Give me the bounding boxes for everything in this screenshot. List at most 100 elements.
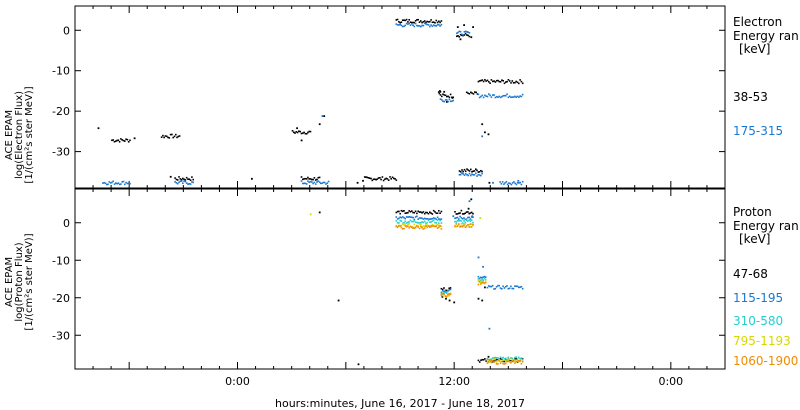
proton-series-115-195-point bbox=[510, 285, 512, 288]
electron-series-38-53-point bbox=[484, 79, 486, 81]
proton-series-1060-1900-point bbox=[408, 226, 410, 229]
electron-series-38-53-point bbox=[362, 179, 364, 182]
electron-series-38-53-point bbox=[495, 79, 498, 82]
proton-series-310-580-point bbox=[414, 221, 417, 223]
electron-series-175-315-point bbox=[490, 96, 493, 98]
proton-series-115-195-point bbox=[436, 216, 439, 219]
proton-series-115-195-point bbox=[432, 217, 435, 219]
proton-series-1060-1900-point bbox=[494, 360, 497, 362]
proton-series-115-195-point bbox=[420, 217, 422, 219]
proton-series-795-1193-point bbox=[425, 224, 427, 226]
proton-series-115-195-point bbox=[502, 285, 504, 288]
electron-series-175-315-point bbox=[513, 181, 515, 183]
proton-series-1060-1900-point bbox=[420, 225, 422, 228]
electron-series-175-315-point bbox=[113, 183, 116, 185]
proton-series-310-580-point bbox=[521, 358, 524, 361]
electron-series-38-53-point bbox=[463, 34, 466, 36]
electron-ylabel-line1: ACE EPAM bbox=[4, 110, 15, 160]
electron-legend-175-315: 175-315 bbox=[733, 124, 783, 138]
proton-series-1060-1900-point bbox=[481, 282, 483, 284]
electron-series-38-53-point bbox=[118, 141, 121, 143]
electron-series-38-53-point bbox=[439, 21, 441, 24]
proton-series-47-68-point bbox=[503, 360, 506, 363]
proton-series-310-580-point bbox=[440, 292, 443, 294]
proton-series-795-1193-point bbox=[464, 223, 467, 225]
proton-series-47-68-point bbox=[398, 210, 400, 213]
electron-series-175-315-point bbox=[447, 100, 449, 103]
proton-series-795-1193-point bbox=[426, 224, 428, 227]
proton-series-1060-1900-point bbox=[445, 295, 448, 298]
proton-series-115-195-point bbox=[486, 286, 489, 289]
electron-series-175-315-point bbox=[427, 24, 430, 26]
proton-series-795-1193-point bbox=[497, 359, 499, 362]
electron-series-38-53-point bbox=[499, 81, 502, 83]
proton-series-115-195-point bbox=[426, 218, 428, 220]
proton-series-1060-1900-point bbox=[396, 226, 399, 229]
electron-series-175-315-point bbox=[307, 180, 309, 182]
proton-series-795-1193-point bbox=[504, 359, 507, 362]
electron-series-38-53-point bbox=[488, 81, 490, 83]
proton-series-310-580-point bbox=[515, 356, 517, 358]
proton-series-47-68-point bbox=[420, 211, 422, 213]
proton-series-1060-1900-point bbox=[444, 295, 447, 297]
electron-y-ticks: 0 -10 -20 -30 bbox=[52, 24, 725, 159]
electron-series-175-315-point bbox=[314, 183, 317, 185]
proton-series-795-1193-point bbox=[502, 359, 504, 362]
electron-series-175-315-point bbox=[430, 24, 432, 26]
electron-series-175-315-point bbox=[316, 181, 318, 183]
proton-series-1060-1900-point bbox=[456, 225, 459, 228]
electron-series-175-315-point bbox=[461, 172, 463, 174]
proton-series-115-195-point bbox=[501, 288, 503, 290]
proton-series-115-195-point bbox=[434, 217, 436, 220]
electron-series-175-315-point bbox=[451, 100, 453, 103]
proton-series-115-195-point bbox=[400, 216, 403, 219]
proton-series-115-195-point bbox=[482, 265, 484, 268]
proton-series-310-580-point bbox=[503, 358, 506, 360]
proton-series-115-195-point bbox=[497, 284, 499, 287]
electron-series-38-53-point bbox=[387, 179, 390, 181]
proton-series-47-68-point bbox=[404, 212, 407, 214]
electron-series-175-315-point bbox=[480, 95, 482, 98]
proton-series-47-68-point bbox=[461, 213, 464, 215]
proton-series-310-580-point bbox=[458, 220, 460, 222]
electron-series-38-53-point bbox=[439, 91, 442, 93]
proton-series-1060-1900-point bbox=[440, 294, 443, 296]
proton-series-1060-1900-point bbox=[405, 225, 408, 227]
proton-series-1060-1900-point bbox=[400, 226, 403, 229]
proton-series-1060-1900-point bbox=[436, 227, 439, 229]
electron-series-175-315-point bbox=[404, 24, 407, 27]
proton-series-47-68-point bbox=[469, 212, 472, 214]
electron-series-38-53-point bbox=[516, 81, 519, 84]
proton-ytick-label: -20 bbox=[52, 292, 70, 305]
electron-series-38-53-point bbox=[300, 176, 303, 178]
proton-series-795-1193-point bbox=[470, 223, 473, 225]
electron-series-175-315-point bbox=[103, 181, 105, 184]
proton-series-115-195-point bbox=[409, 216, 412, 218]
electron-series-38-53-point bbox=[482, 80, 485, 83]
electron-series-175-315-point bbox=[412, 24, 414, 26]
electron-series-38-53-point bbox=[459, 171, 462, 173]
proton-series-1060-1900-point bbox=[432, 225, 435, 227]
proton-series-1060-1900-point bbox=[463, 224, 465, 227]
proton-series-1060-1900-point bbox=[411, 226, 413, 229]
electron-series-175-315-point bbox=[414, 22, 417, 25]
proton-series-47-68-point bbox=[464, 212, 467, 214]
proton-series-47-68-point bbox=[495, 358, 498, 361]
proton-series-47-68-point bbox=[482, 359, 485, 361]
proton-series-1060-1900-point bbox=[470, 226, 473, 228]
proton-series-115-195-point bbox=[516, 285, 519, 288]
proton-series-47-68-point bbox=[493, 360, 495, 362]
electron-series-38-53-point bbox=[446, 95, 448, 98]
proton-series-310-580-point bbox=[460, 220, 463, 222]
electron-series-38-53-point bbox=[133, 137, 136, 140]
proton-series-47-68-point bbox=[487, 355, 490, 358]
proton-series-115-195-point bbox=[425, 218, 427, 220]
electron-series-175-315-point bbox=[413, 25, 416, 28]
proton-series-47-68-point bbox=[431, 213, 434, 215]
electron-series-38-53-point bbox=[477, 80, 480, 83]
electron-series-38-53-point bbox=[416, 19, 418, 21]
electron-series-38-53-point bbox=[473, 170, 476, 172]
electron-series-38-53-point bbox=[303, 178, 305, 180]
proton-series-47-68-point bbox=[407, 211, 409, 214]
proton-series-1060-1900-point bbox=[510, 362, 512, 364]
